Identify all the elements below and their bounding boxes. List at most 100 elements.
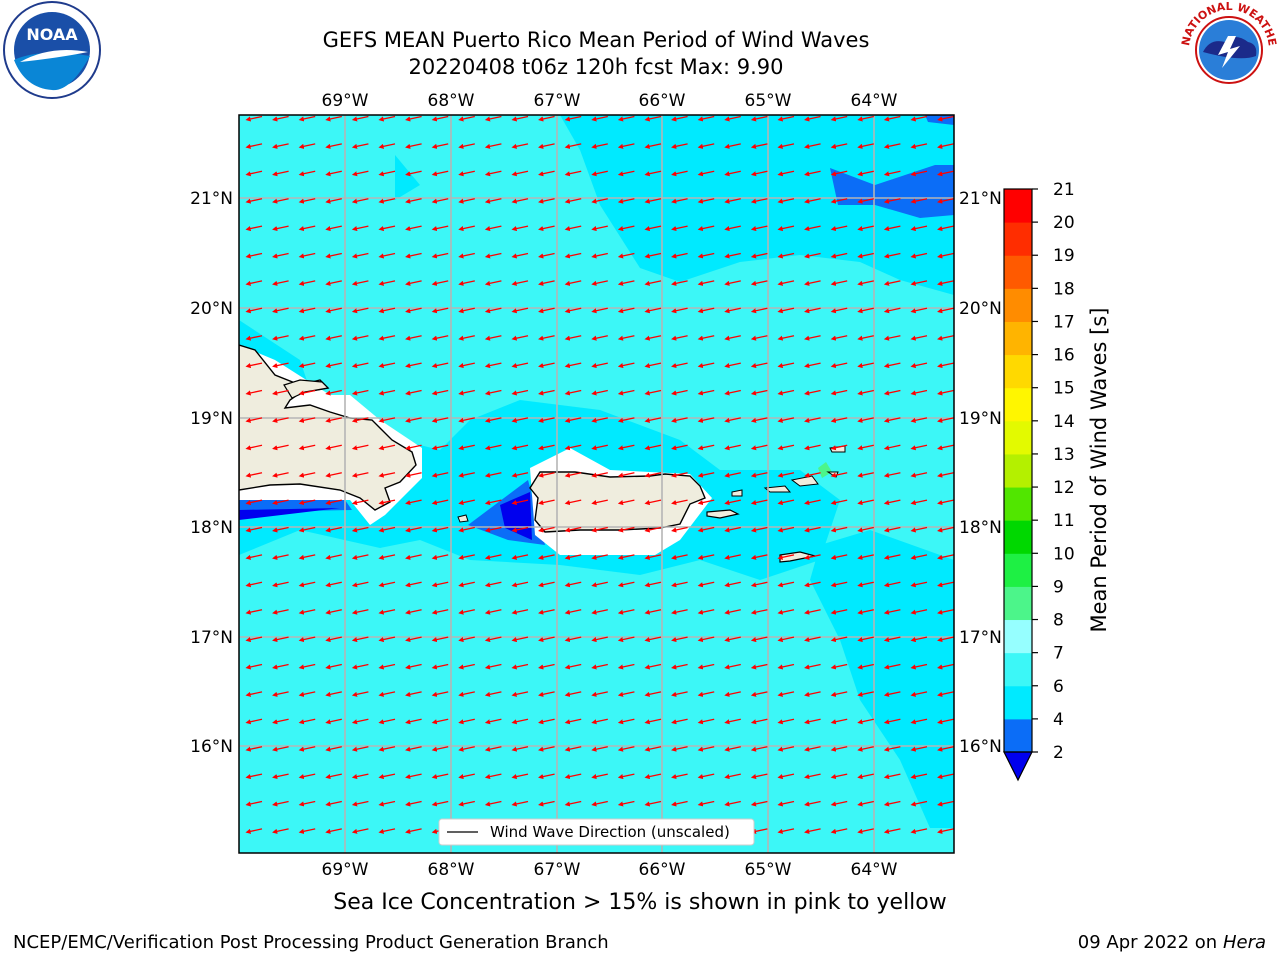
wind-wave-arrow bbox=[671, 198, 688, 204]
wind-wave-arrow bbox=[351, 143, 369, 149]
wind-wave-arrow bbox=[538, 170, 555, 177]
wind-wave-arrow bbox=[538, 143, 555, 149]
wind-wave-arrow bbox=[910, 773, 928, 780]
wind-wave-arrow bbox=[431, 554, 449, 560]
wind-wave-arrow bbox=[777, 718, 795, 725]
wind-wave-arrow bbox=[617, 198, 635, 204]
map-frame bbox=[238, 114, 955, 854]
wind-wave-arrow bbox=[538, 554, 555, 560]
wind-wave-arrow bbox=[883, 389, 901, 396]
wind-wave-arrow bbox=[538, 636, 555, 643]
wind-wave-arrow bbox=[564, 115, 582, 122]
wind-wave-arrow bbox=[272, 554, 289, 560]
wind-wave-arrow bbox=[697, 581, 715, 588]
wind-wave-arrow bbox=[538, 773, 555, 780]
wind-wave-arrow bbox=[644, 718, 662, 725]
wind-wave-arrow bbox=[724, 115, 741, 122]
wind-wave-arrow bbox=[272, 198, 289, 204]
wind-wave-arrow bbox=[750, 746, 768, 752]
wind-wave-arrow bbox=[671, 746, 688, 752]
wind-wave-arrow bbox=[564, 663, 582, 670]
wind-wave-arrow bbox=[724, 417, 741, 423]
wind-wave-arrow bbox=[458, 554, 475, 560]
wind-wave-arrow bbox=[671, 526, 688, 533]
lat-label-left-3: 19°N bbox=[190, 409, 233, 429]
wind-wave-arrow bbox=[777, 800, 795, 807]
lon-label-bottom-6: 64°W bbox=[851, 860, 898, 880]
wind-wave-arrow bbox=[937, 362, 954, 369]
wind-wave-arrow bbox=[937, 581, 954, 588]
wind-wave-arrow bbox=[458, 198, 475, 204]
wind-wave-arrow bbox=[405, 362, 422, 369]
wind-wave-arrow bbox=[830, 280, 848, 286]
lon-label-top-4: 66°W bbox=[639, 91, 686, 111]
wind-wave-arrow bbox=[910, 691, 928, 697]
wind-wave-arrow bbox=[351, 746, 369, 752]
wind-wave-arrow bbox=[804, 718, 821, 725]
wind-wave-arrow bbox=[351, 115, 369, 122]
footer-date: 09 Apr 2022 on Hera bbox=[1078, 932, 1266, 953]
wind-wave-arrow bbox=[484, 170, 502, 177]
wind-wave-arrow bbox=[325, 636, 342, 643]
wind-wave-arrow bbox=[804, 663, 821, 670]
wind-wave-arrow bbox=[883, 115, 901, 122]
colorbar-tick-label: 9 bbox=[1053, 577, 1064, 597]
wind-wave-arrow bbox=[245, 636, 263, 643]
wind-wave-arrow bbox=[671, 307, 688, 314]
wind-wave-arrow bbox=[777, 581, 795, 588]
wind-wave-arrow bbox=[245, 472, 263, 478]
wind-wave-arrow bbox=[804, 526, 821, 533]
wind-wave-arrow bbox=[564, 444, 582, 451]
wind-wave-arrow bbox=[697, 663, 715, 670]
wind-wave-arrow bbox=[591, 198, 608, 204]
wind-wave-arrow bbox=[484, 252, 502, 259]
wind-wave-arrow bbox=[644, 800, 662, 807]
wind-wave-arrow bbox=[458, 389, 475, 396]
wind-wave-arrow bbox=[750, 526, 768, 533]
wind-wave-arrow bbox=[564, 526, 582, 533]
wind-wave-arrow bbox=[298, 636, 316, 643]
wind-wave-arrow bbox=[564, 417, 582, 423]
wind-wave-arrow bbox=[750, 362, 768, 369]
wind-wave-arrow bbox=[883, 773, 901, 780]
wind-wave-arrow bbox=[910, 526, 928, 533]
wind-wave-arrow bbox=[431, 389, 449, 396]
wind-wave-arrow bbox=[351, 389, 369, 396]
wind-wave-arrow bbox=[538, 581, 555, 588]
wind-wave-arrow bbox=[857, 307, 874, 314]
wind-wave-arrow bbox=[724, 609, 741, 615]
wind-wave-arrow bbox=[538, 444, 555, 451]
wind-wave-arrow bbox=[591, 499, 608, 506]
wind-wave-arrow bbox=[538, 472, 555, 478]
wind-wave-arrow bbox=[351, 307, 369, 314]
wind-wave-arrow bbox=[883, 581, 901, 588]
wind-wave-arrow bbox=[937, 417, 954, 423]
wind-wave-arrow bbox=[325, 746, 342, 752]
wind-wave-arrow bbox=[245, 828, 263, 834]
wind-wave-arrow bbox=[883, 554, 901, 560]
wind-wave-arrow bbox=[378, 718, 396, 725]
wind-wave-arrow bbox=[617, 636, 635, 643]
wind-wave-arrow bbox=[351, 581, 369, 588]
wind-wave-arrow bbox=[671, 444, 688, 451]
wind-wave-arrow bbox=[431, 225, 449, 232]
colorbar-swatch bbox=[1004, 487, 1032, 521]
wind-wave-arrow bbox=[857, 800, 874, 807]
wind-wave-arrow bbox=[750, 252, 768, 259]
map-gridlines bbox=[239, 115, 954, 853]
wind-wave-arrow bbox=[538, 362, 555, 369]
wind-wave-arrow bbox=[830, 691, 848, 697]
wind-wave-arrow bbox=[777, 663, 795, 670]
wind-wave-arrow bbox=[378, 198, 396, 204]
wind-wave-arrow bbox=[804, 307, 821, 314]
wind-wave-arrow bbox=[857, 362, 874, 369]
wind-wave-arrow bbox=[325, 800, 342, 807]
wind-wave-arrow bbox=[671, 718, 688, 725]
wind-wave-arrow bbox=[405, 389, 422, 396]
wind-wave-arrow bbox=[910, 115, 928, 122]
wind-wave-arrow bbox=[511, 115, 529, 122]
wind-wave-arrow bbox=[591, 718, 608, 725]
wind-wave-arrow bbox=[484, 362, 502, 369]
colorbar-swatch bbox=[1004, 288, 1032, 322]
wind-wave-arrow bbox=[378, 307, 396, 314]
